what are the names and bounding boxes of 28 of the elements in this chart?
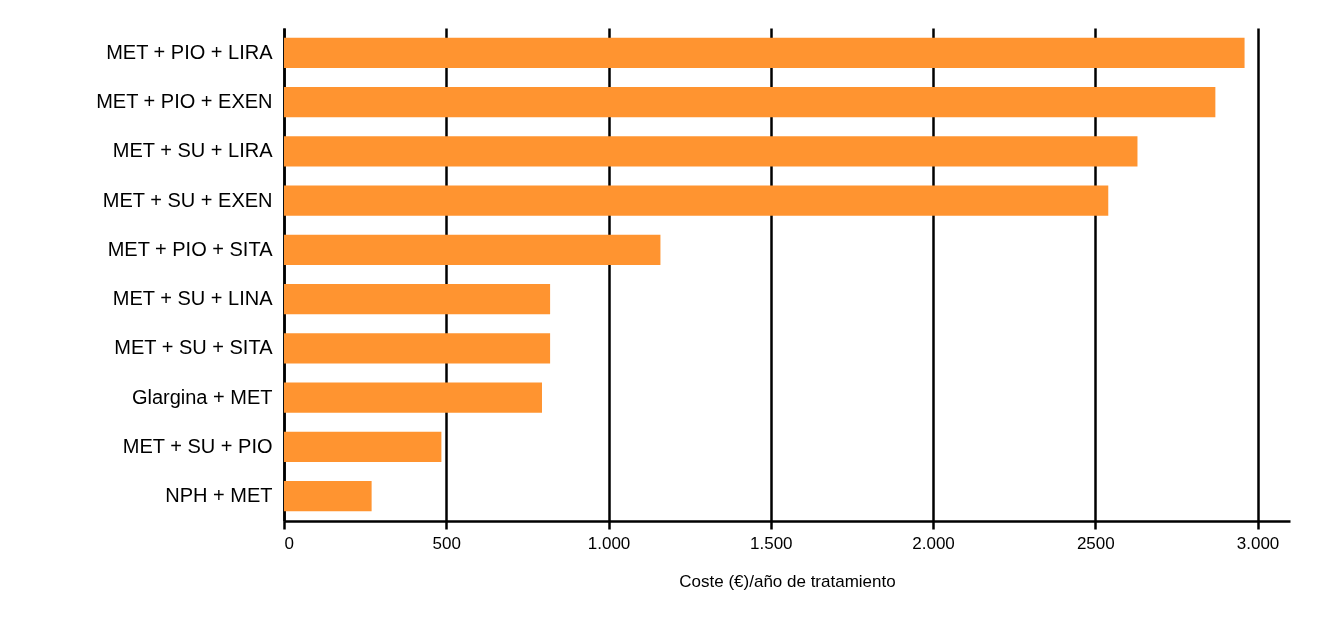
bar [284,185,1109,216]
y-tick-label: MET + PIO + EXEN [96,90,273,113]
y-tick-label: MET + SU + PIO [122,434,273,457]
bar [284,431,442,462]
bar [284,481,372,512]
y-tick-label: MET + SU + LIRA [112,139,274,162]
bar [284,87,1216,118]
x-tick-label: 2500 [1076,533,1115,553]
y-tick-label: MET + SU + EXEN [102,188,273,211]
y-tick-label: MET + SU + SITA [114,336,274,359]
y-tick-label: MET + PIO + SITA [107,237,274,260]
bar [284,234,661,265]
x-tick-label: 1.000 [587,533,631,553]
y-tick-label: NPH + MET [165,484,273,507]
bar [284,37,1245,68]
y-tick-label: MET + PIO + LIRA [106,40,274,63]
x-axis-title: Coste (€)/año de tratamiento [679,571,896,591]
bar [284,382,542,413]
x-tick-label: 0 [284,533,294,553]
y-tick-label: MET + SU + LINA [112,287,274,310]
bar [284,136,1138,167]
bar [284,333,551,364]
y-tick-label: Glargina + MET [131,385,273,408]
x-tick-label: 3.000 [1236,533,1280,553]
x-tick-label: 2.000 [912,533,955,553]
x-tick-label: 1.500 [750,533,793,553]
x-tick-label: 500 [432,533,461,553]
bar [284,284,551,315]
